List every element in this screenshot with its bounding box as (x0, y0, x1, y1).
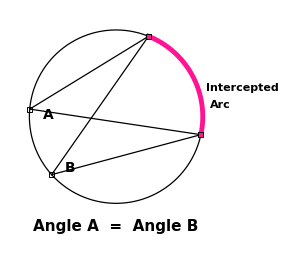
Text: Intercepted: Intercepted (206, 83, 278, 93)
Text: Angle A  =  Angle B: Angle A = Angle B (33, 218, 199, 233)
Text: A: A (43, 108, 53, 122)
Text: Arc: Arc (210, 100, 230, 109)
Text: B: B (64, 160, 75, 174)
